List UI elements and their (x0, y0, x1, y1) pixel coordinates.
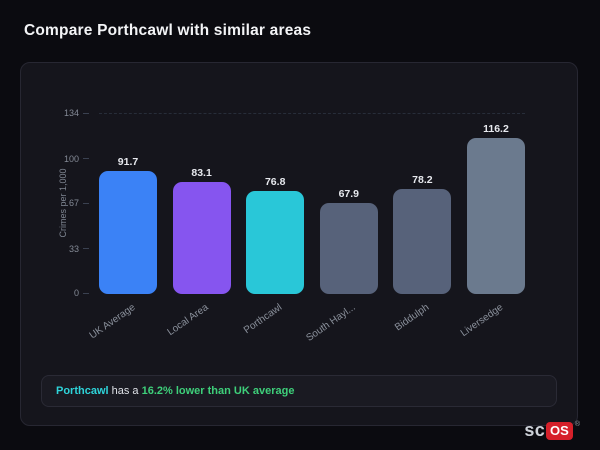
bar-value-label: 83.1 (191, 167, 212, 180)
y-axis-tick: 0 (74, 288, 89, 298)
page-title: Compare Porthcawl with similar areas (24, 22, 312, 39)
bar-value-label: 78.2 (412, 173, 433, 186)
chart-card: Crimes per 1,000 0 33 67 100 134 91.7 83.1 76.… (20, 62, 578, 426)
x-axis-label: Biddulph (393, 302, 432, 334)
x-axis-label: Local Area (165, 302, 211, 339)
x-axis-label: UK Average (87, 302, 138, 342)
bar-porthcawl[interactable] (246, 190, 305, 294)
x-axis-label: Liversedge (458, 302, 506, 340)
bar-column: 67.9 (319, 114, 378, 294)
y-axis-tick: 100 (64, 154, 89, 164)
logo-text-sc: sc (524, 420, 546, 440)
note-text: has a (108, 385, 142, 397)
bar-column: 116.2 (466, 114, 525, 294)
summary-note: Porthcawl has a 16.2% lower than UK aver… (41, 375, 557, 407)
note-highlight: 16.2% lower than UK average (141, 385, 295, 397)
bar-value-label: 76.8 (264, 175, 286, 188)
bar-column: 91.7 (99, 114, 157, 294)
bar-column: 83.1 (172, 114, 231, 294)
bar-local-area[interactable] (172, 182, 231, 294)
x-axis: UK Average Local Area Porthcawl South Hayl.… (87, 296, 525, 358)
bar-value-label: 91.7 (117, 155, 139, 168)
bar-value-label: 116.2 (483, 122, 509, 135)
scos-logo: sc OS ® (524, 420, 580, 441)
bar-biddulph[interactable] (393, 188, 452, 294)
x-axis-label: Porthcawl (242, 302, 285, 337)
bar-column: 76.8 (246, 114, 305, 294)
bar-uk-average[interactable] (99, 170, 157, 294)
note-area-name: Porthcawl (56, 385, 109, 397)
registered-mark: ® (574, 421, 580, 428)
y-axis-tick: 33 (69, 244, 89, 254)
y-axis-tick: 134 (64, 108, 89, 118)
bar-liversedge[interactable] (466, 137, 525, 294)
bar-south-hayl-[interactable] (319, 202, 378, 294)
logo-text-os: OS (546, 421, 573, 440)
y-axis-tick: 67 (69, 198, 89, 208)
y-axis: 0 33 67 100 134 (21, 108, 89, 298)
x-axis-label: South Hayl... (304, 302, 358, 344)
plot-area: 91.7 83.1 76.8 67.9 78.2 116.2 (99, 113, 525, 294)
bar-column: 78.2 (393, 114, 452, 294)
bar-value-label: 67.9 (338, 187, 359, 200)
